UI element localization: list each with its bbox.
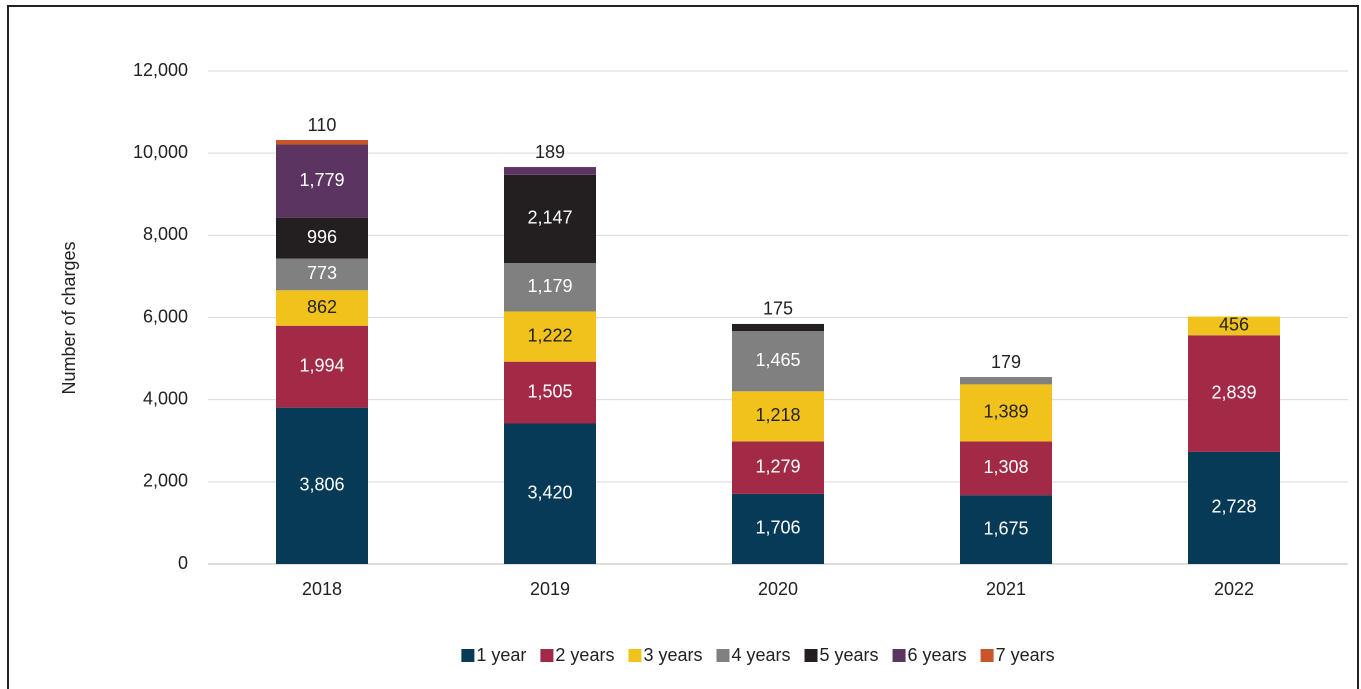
legend-item: 4 years: [716, 645, 791, 665]
data-label: 2,839: [1211, 382, 1256, 402]
y-axis-label: Number of charges: [59, 241, 79, 394]
data-label: 996: [307, 227, 337, 247]
x-tick-label: 2020: [758, 579, 798, 599]
bar-segment: [732, 323, 824, 332]
bar-segment: [732, 493, 824, 564]
bar-segment: [276, 140, 368, 145]
legend-item: 7 years: [980, 645, 1055, 665]
data-label: 773: [307, 263, 337, 283]
data-label: 862: [307, 297, 337, 317]
data-label: 1,308: [983, 457, 1028, 477]
data-label: 3,806: [299, 475, 344, 495]
data-label: 1,389: [983, 402, 1028, 422]
bar-segment: [960, 384, 1052, 442]
legend-label: 5 years: [820, 645, 879, 665]
y-tick-label: 0: [178, 553, 188, 573]
legend-label: 3 years: [643, 645, 702, 665]
bar-segment: [276, 217, 368, 259]
data-label: 1,218: [755, 405, 800, 425]
x-tick-label: 2019: [530, 579, 570, 599]
data-label: 189: [535, 142, 565, 162]
bar-segment: [276, 290, 368, 326]
data-label: 110: [308, 115, 337, 135]
data-label: 2,147: [527, 208, 572, 228]
x-tick-label: 2018: [302, 579, 342, 599]
bar-segment: [504, 311, 596, 362]
bar-segment: [732, 391, 824, 442]
y-tick-label: 4,000: [143, 388, 188, 408]
data-label: 1,179: [527, 276, 572, 296]
x-tick-label: 2021: [986, 579, 1026, 599]
bar-segment: [1188, 451, 1280, 564]
legend-label: 7 years: [996, 645, 1055, 665]
bar-segment: [732, 331, 824, 392]
bar-segment: [960, 441, 1052, 496]
legend-label: 6 years: [908, 645, 967, 665]
data-label: 1,279: [755, 456, 800, 476]
legend-label: 2 years: [555, 645, 614, 665]
legend-item: 3 years: [628, 645, 702, 665]
data-label: 1,222: [527, 325, 572, 345]
bar-segment: [1188, 335, 1280, 452]
bar-segment: [960, 495, 1052, 564]
data-label: 1,994: [299, 355, 344, 375]
y-tick-label: 8,000: [143, 224, 188, 244]
y-tick-label: 10,000: [133, 142, 188, 162]
bar-segment: [1188, 316, 1280, 336]
data-label: 456: [1219, 315, 1249, 335]
legend-swatch: [804, 649, 818, 662]
bar-segment: [276, 407, 368, 564]
legend-label: 1 year: [476, 645, 526, 665]
bar-segment: [960, 377, 1052, 385]
legend-swatch: [980, 649, 994, 662]
legend-swatch: [892, 649, 906, 662]
bar-segment: [276, 144, 368, 218]
bar-segment: [504, 174, 596, 264]
x-tick-label: 2022: [1214, 579, 1254, 599]
bar-segment: [732, 441, 824, 494]
legend-item: 6 years: [892, 645, 967, 665]
data-label: 175: [763, 299, 793, 319]
bar-segment: [276, 325, 368, 408]
frame: [7, 5, 1359, 689]
legend-label: 4 years: [731, 645, 790, 665]
legend-swatch: [716, 649, 730, 662]
legend-item: 2 years: [540, 645, 614, 665]
bar-segment: [504, 167, 596, 175]
data-label: 1,706: [755, 518, 800, 538]
y-tick-label: 6,000: [143, 306, 188, 326]
y-tick-label: 12,000: [133, 60, 188, 80]
bar-segment: [504, 263, 596, 312]
data-label: 1,675: [983, 518, 1028, 538]
data-label: 179: [991, 352, 1021, 372]
legend-item: 1 year: [461, 645, 526, 665]
data-label: 3,420: [527, 482, 572, 502]
y-tick-label: 2,000: [143, 471, 188, 491]
data-label: 1,465: [755, 350, 800, 370]
bar-segment: [504, 361, 596, 424]
data-label: 1,779: [299, 170, 344, 190]
legend-swatch: [540, 649, 554, 662]
legend-swatch: [628, 649, 642, 662]
legend-swatch: [461, 649, 475, 662]
bar-segment: [504, 423, 596, 564]
data-label: 2,728: [1211, 497, 1256, 517]
bar-segment: [276, 258, 368, 291]
data-label: 1,505: [527, 381, 572, 401]
legend-item: 5 years: [804, 645, 879, 665]
